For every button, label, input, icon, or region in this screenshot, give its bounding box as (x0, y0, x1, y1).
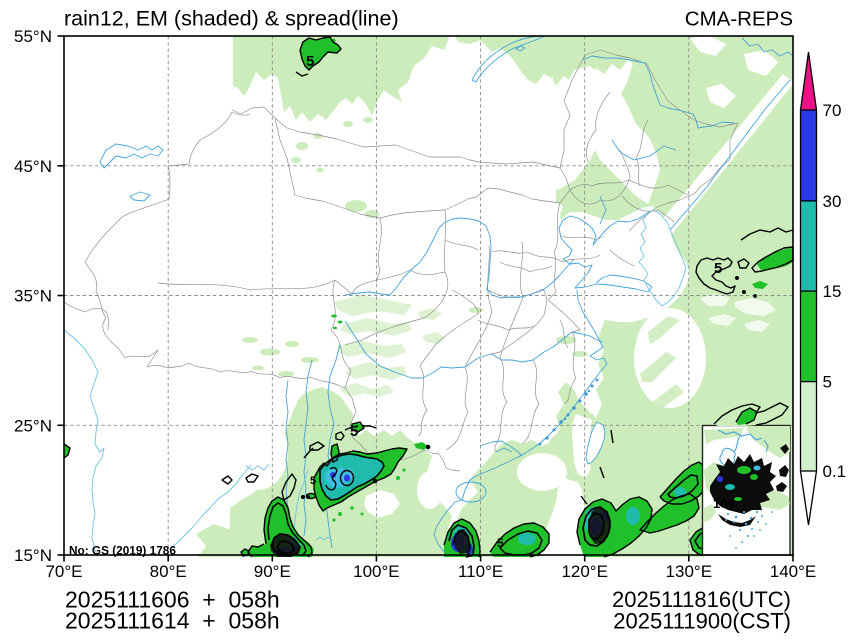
svg-text:70°E: 70°E (45, 562, 82, 581)
svg-text:130°E: 130°E (666, 562, 713, 581)
svg-text:2025111900(CST): 2025111900(CST) (613, 609, 791, 634)
svg-text:35°N: 35°N (14, 287, 52, 306)
svg-text:5: 5 (714, 260, 722, 277)
svg-text:15: 15 (823, 282, 842, 301)
svg-text:5: 5 (350, 423, 358, 440)
svg-text:45°N: 45°N (14, 157, 52, 176)
svg-text:5: 5 (310, 475, 316, 487)
svg-text:rain12, EM (shaded) & spread(l: rain12, EM (shaded) & spread(line) (64, 7, 399, 31)
svg-text:5: 5 (497, 536, 504, 550)
svg-text:2025111606 + 058h: 2025111606 + 058h (65, 587, 280, 613)
svg-text:5: 5 (823, 373, 832, 392)
svg-text:2025111816(UTC): 2025111816(UTC) (612, 587, 791, 612)
svg-text:80°E: 80°E (150, 562, 187, 581)
svg-text:30: 30 (823, 192, 842, 211)
svg-text:0.1: 0.1 (823, 462, 847, 481)
svg-text:70: 70 (823, 101, 842, 120)
svg-text:110°E: 110°E (458, 562, 503, 581)
svg-text:105: 105 (713, 496, 735, 511)
svg-text:140°E: 140°E (770, 562, 817, 581)
svg-text:25°N: 25°N (14, 416, 52, 435)
svg-text:No: GS (2019) 1786: No: GS (2019) 1786 (69, 544, 176, 558)
svg-text:90°E: 90°E (254, 562, 291, 581)
svg-text:CMA-REPS: CMA-REPS (685, 8, 793, 31)
svg-text:120°E: 120°E (561, 562, 608, 581)
svg-text:100°E: 100°E (353, 562, 400, 581)
svg-text:15°N: 15°N (14, 546, 52, 565)
svg-text:55°N: 55°N (14, 27, 52, 46)
svg-text:5: 5 (306, 53, 314, 70)
svg-text:2025111614 + 058h: 2025111614 + 058h (65, 608, 280, 634)
